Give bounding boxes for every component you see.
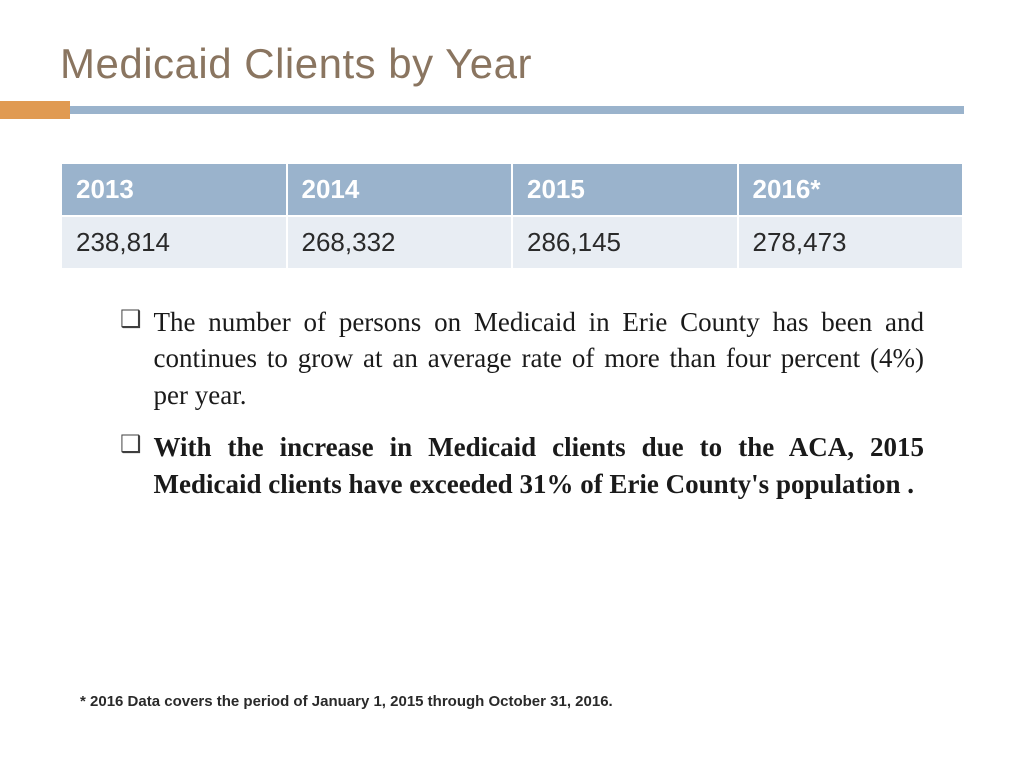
list-item: ❑ The number of persons on Medicaid in E…: [120, 304, 924, 413]
page-title: Medicaid Clients by Year: [60, 40, 964, 88]
bullet-text: The number of persons on Medicaid in Eri…: [154, 304, 924, 413]
table-header-cell: 2013: [62, 164, 286, 215]
slide: Medicaid Clients by Year 2013 2014 2015 …: [0, 0, 1024, 768]
table-cell: 286,145: [513, 217, 737, 268]
table-header-cell: 2016*: [739, 164, 963, 215]
table-cell: 268,332: [288, 217, 512, 268]
accent-row: [0, 106, 964, 124]
table-header-row: 2013 2014 2015 2016*: [62, 164, 962, 215]
table-header-cell: 2015: [513, 164, 737, 215]
bullet-list: ❑ The number of persons on Medicaid in E…: [60, 304, 964, 502]
data-table: 2013 2014 2015 2016* 238,814 268,332 286…: [60, 162, 964, 270]
table-header-cell: 2014: [288, 164, 512, 215]
bullet-icon: ❑: [120, 304, 142, 336]
footnote: * 2016 Data covers the period of January…: [80, 693, 613, 710]
accent-bar: [70, 106, 964, 114]
bullet-text: With the increase in Medicaid clients du…: [154, 429, 924, 502]
bullet-icon: ❑: [120, 429, 142, 461]
table-row: 238,814 268,332 286,145 278,473: [62, 217, 962, 268]
table-cell: 278,473: [739, 217, 963, 268]
accent-block: [0, 101, 70, 119]
list-item: ❑ With the increase in Medicaid clients …: [120, 429, 924, 502]
table-cell: 238,814: [62, 217, 286, 268]
